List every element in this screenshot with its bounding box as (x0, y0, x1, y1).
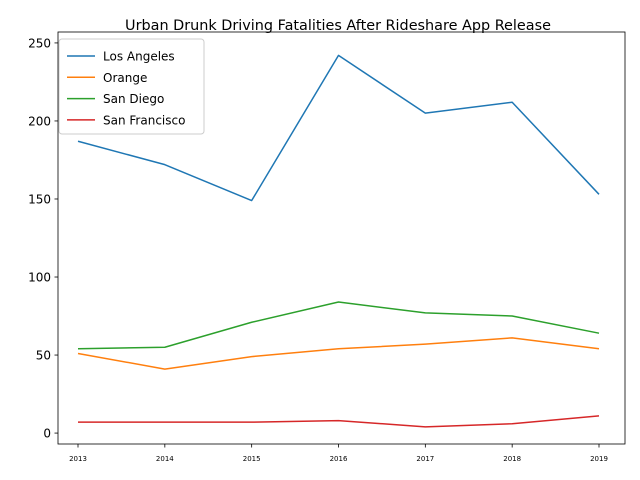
y-tick-label: 50 (36, 349, 51, 363)
series-layer (77, 54, 600, 428)
x-tick-label: 2016 (330, 455, 348, 463)
x-tick-label: 2017 (416, 455, 434, 463)
legend: Los Angeles Orange San Diego San Francisco (58, 38, 205, 135)
x-tick-label: 2019 (590, 455, 608, 463)
y-tick-label: 150 (28, 192, 51, 206)
legend-label-1: Orange (103, 71, 147, 85)
x-tick-label: 2018 (503, 455, 521, 463)
y-tick-label: 200 (28, 114, 51, 128)
chart-title: Urban Drunk Driving Fatalities After Rid… (125, 18, 551, 34)
x-tick-label: 2014 (156, 455, 174, 463)
series-line-1 (77, 337, 600, 370)
x-axis: 2013 2014 2015 2016 2017 2018 2019 (69, 444, 608, 463)
series-line-2 (77, 301, 600, 350)
y-axis: 0 50 100 150 200 250 (28, 36, 58, 441)
legend-box (58, 38, 205, 135)
legend-label-3: San Francisco (103, 113, 185, 127)
y-tick-label: 0 (43, 427, 51, 441)
plot-frame (57, 31, 626, 445)
series-line-0 (77, 54, 600, 202)
x-tick-label: 2015 (243, 455, 261, 463)
legend-label-2: San Diego (103, 92, 164, 106)
y-tick-label: 100 (28, 271, 51, 285)
x-tick-label: 2013 (69, 455, 87, 463)
y-tick-label: 250 (28, 36, 51, 50)
legend-label-0: Los Angeles (103, 50, 175, 64)
series-line-3 (78, 415, 600, 428)
